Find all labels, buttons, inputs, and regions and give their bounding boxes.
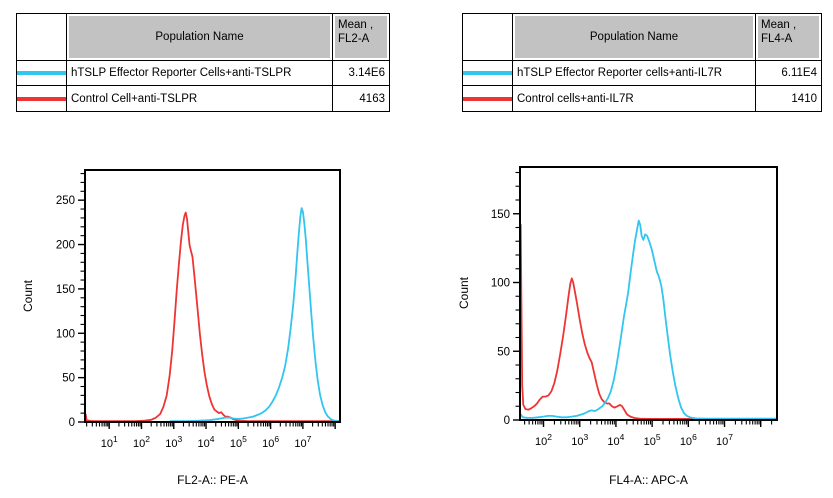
population-name-header-label: Population Name xyxy=(155,31,244,43)
y-tick-label: 150 xyxy=(491,209,510,221)
mean-value-cell: 6.11E4 xyxy=(756,61,821,86)
swatch-cell xyxy=(17,86,67,111)
series-group xyxy=(520,219,777,420)
mean-header: Mean , FL4-A xyxy=(756,14,821,61)
population-name-cell: Control cells+anti-IL7R xyxy=(513,86,756,111)
series-group xyxy=(85,207,340,422)
legend-table-fl2a: Population Name Mean , FL2-A hTSLP Effec… xyxy=(16,13,390,112)
legend-table-fl4a: Population Name Mean , FL4-A hTSLP Effec… xyxy=(462,13,822,112)
histogram-trace xyxy=(169,207,340,422)
legend-corner-cell xyxy=(17,14,67,61)
histogram-trace xyxy=(520,223,697,420)
y-tick-label: 50 xyxy=(497,346,510,358)
y-tick-label: 0 xyxy=(69,417,75,429)
flow-histogram-fl2a: 101 102 103 104 105 106 107 0 50 100 150 200 250 FL2-… xyxy=(0,150,420,498)
x-tick-label: 104 xyxy=(607,432,624,448)
mean-header: Mean , FL2-A xyxy=(333,14,389,61)
x-tick-label: 106 xyxy=(262,434,279,450)
chart-svg-fl2a: 101 102 103 104 105 106 107 0 50 100 150 200 250 FL2-… xyxy=(21,169,341,487)
mean-header-line1: Mean , xyxy=(338,19,374,31)
x-tick-label: 106 xyxy=(680,432,697,448)
x-tick-label: 107 xyxy=(716,432,733,448)
x-tick-label: 103 xyxy=(165,434,182,450)
x-axis-title: FL4-A:: APC-A xyxy=(609,473,688,487)
x-tick-label: 105 xyxy=(644,432,661,448)
y-tick-label: 250 xyxy=(56,195,75,207)
plot-border xyxy=(84,169,341,423)
mean-value-cell: 4163 xyxy=(333,86,389,111)
histogram-trace xyxy=(85,211,340,422)
y-tick-label: 150 xyxy=(56,284,75,296)
cyan-line-swatch xyxy=(463,71,512,75)
population-name-cell: hTSLP Effector Reporter cells+anti-IL7R xyxy=(513,61,756,86)
x-tick-label: 102 xyxy=(133,434,150,450)
swatch-cell xyxy=(463,86,513,111)
plot-border xyxy=(519,166,778,421)
population-name-cell: Control Cell+anti-TSLPR xyxy=(67,86,333,111)
y-tick-label: 50 xyxy=(62,373,75,385)
x-tick-label: 104 xyxy=(198,434,215,450)
y-axis-title: Count xyxy=(457,276,471,309)
x-axis: 102 103 104 105 106 107 xyxy=(524,421,773,448)
y-tick-label: 100 xyxy=(491,278,510,290)
y-axis: 0 50 100 150 xyxy=(491,171,519,427)
population-name-cell: hTSLP Effector Reporter Cells+anti-TSLPR xyxy=(67,61,333,86)
x-tick-label: 105 xyxy=(230,434,247,450)
mean-header-line1: Mean , xyxy=(761,19,797,31)
x-tick-label: 101 xyxy=(101,434,118,450)
x-axis-title: FL2-A:: PE-A xyxy=(177,473,248,487)
mean-header-line2: FL2-A xyxy=(338,33,370,45)
mean-header-line2: FL4-A xyxy=(761,33,793,45)
x-tick-label: 107 xyxy=(294,434,311,450)
x-tick-label: 102 xyxy=(535,432,552,448)
y-tick-label: 0 xyxy=(504,415,510,427)
y-axis-title: Count xyxy=(21,279,35,312)
mean-value-cell: 3.14E6 xyxy=(333,61,389,86)
swatch-cell xyxy=(17,61,67,86)
red-line-swatch xyxy=(463,96,512,101)
x-axis: 101 102 103 104 105 106 107 xyxy=(86,423,336,450)
cyan-line-swatch xyxy=(17,71,66,75)
red-line-swatch xyxy=(17,96,66,101)
legend-corner-cell xyxy=(463,14,513,61)
population-name-header: Population Name xyxy=(513,14,756,61)
swatch-cell xyxy=(463,61,513,86)
population-name-header: Population Name xyxy=(67,14,333,61)
population-name-header-label: Population Name xyxy=(589,31,679,43)
histogram-trace xyxy=(520,219,777,420)
y-axis: 0 50 100 150 200 250 xyxy=(56,172,84,429)
y-tick-label: 100 xyxy=(56,328,75,340)
x-tick-label: 103 xyxy=(571,432,588,448)
mean-value-cell: 1410 xyxy=(756,86,821,111)
y-tick-label: 200 xyxy=(56,240,75,252)
